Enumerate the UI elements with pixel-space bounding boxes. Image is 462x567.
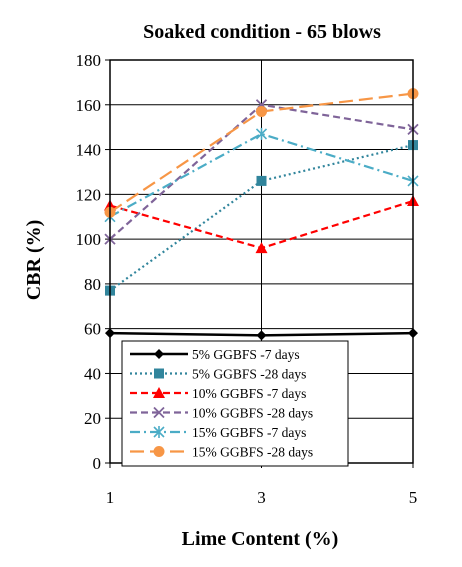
y-axis-title: CBR (%) [23, 220, 45, 301]
x-tick-label: 1 [106, 488, 115, 507]
series-line [109, 144, 414, 292]
legend-label: 5% GGBFS -28 days [192, 367, 306, 382]
legend-label: 15% GGBFS -28 days [192, 445, 313, 460]
y-tick-label: 160 [76, 96, 102, 115]
legend-swatch-marker [153, 446, 165, 457]
series-layer [104, 88, 419, 341]
legend-label: 10% GGBFS -7 days [192, 386, 306, 401]
legend-swatch-marker [154, 368, 164, 379]
legend-swatch-marker [153, 406, 165, 419]
x-tick-label: 3 [257, 488, 266, 507]
data-point [256, 330, 267, 341]
data-point [255, 242, 268, 254]
legend-swatch-marker [153, 387, 165, 398]
legend: 5% GGBFS -7 days 5% GGBFS -28 days 10% GGB… [121, 340, 349, 467]
legend-swatch-marker [154, 349, 164, 359]
legend-label: 10% GGBFS -28 days [192, 406, 313, 421]
y-tick-label: 120 [76, 185, 102, 204]
y-tick-label: 140 [76, 141, 102, 160]
y-tick-label: 0 [93, 454, 102, 473]
y-tick-label: 40 [84, 364, 101, 383]
x-tick-label: 5 [409, 488, 418, 507]
data-point [255, 127, 268, 140]
x-axis-title: Lime Content (%) [182, 528, 339, 550]
legend-swatch-marker [153, 426, 165, 438]
y-tick-labels: 0 20 40 60 80 100 120 140 160 180 [76, 51, 102, 473]
chart-title: Soaked condition - 65 blows [143, 21, 381, 43]
y-tick-label: 60 [84, 320, 101, 339]
y-tick-label: 180 [76, 51, 102, 70]
y-tick-label: 100 [76, 230, 102, 249]
data-point [256, 105, 267, 117]
x-tick-labels: 1 3 5 [106, 488, 418, 507]
legend-label: 15% GGBFS -7 days [192, 425, 306, 440]
y-tick-label: 20 [84, 409, 101, 428]
data-point [256, 175, 267, 186]
legend-label: 5% GGBFS -7 days [192, 347, 300, 362]
legend-box [121, 340, 349, 467]
y-tick-label: 80 [84, 275, 101, 294]
